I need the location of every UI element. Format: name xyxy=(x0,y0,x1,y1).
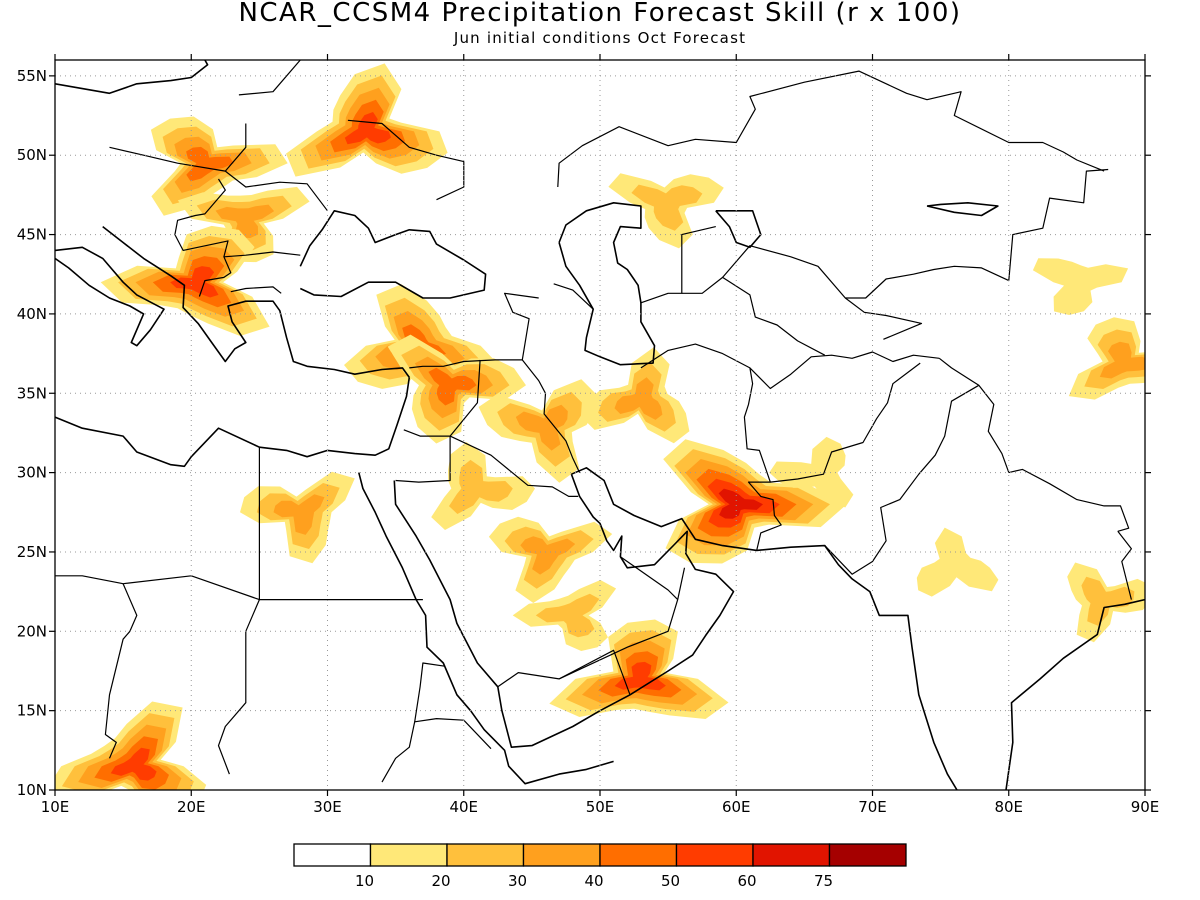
skill-region-chad xyxy=(55,701,207,790)
skill-shading xyxy=(55,63,1145,790)
x-tick-label: 60E xyxy=(722,798,751,816)
legend-color-box xyxy=(599,843,678,867)
skill-region-egypt xyxy=(240,471,355,564)
y-tick-label: 10N xyxy=(17,781,47,799)
map-subtitle: Jun initial conditions Oct Forecast xyxy=(453,29,747,47)
y-tick-label: 50N xyxy=(17,146,47,164)
x-tick-label: 40E xyxy=(449,798,478,816)
skill-region-southeast-iran xyxy=(663,439,847,564)
x-tick-label: 50E xyxy=(586,798,615,816)
skill-region-kazakhstan xyxy=(608,173,724,249)
legend-color-box xyxy=(828,843,907,867)
y-tick-label: 40N xyxy=(17,305,47,323)
skill-region-poland xyxy=(150,116,288,216)
legend-labels: 10 20 30 40 50 60 75 xyxy=(355,872,833,890)
skill-region-balkans xyxy=(100,225,270,336)
skill-region-western-iran xyxy=(581,347,690,444)
legend-label: 60 xyxy=(737,872,756,890)
x-tick-label: 90E xyxy=(1131,798,1160,816)
y-tick-label: 30N xyxy=(17,464,47,482)
legend-label: 75 xyxy=(814,872,833,890)
y-tick-label: 45N xyxy=(17,226,47,244)
x-tick-label: 80E xyxy=(994,798,1023,816)
legend-label: 50 xyxy=(661,872,680,890)
legend-color-box xyxy=(522,843,601,867)
x-tick-label: 20E xyxy=(177,798,206,816)
y-tick-label: 25N xyxy=(17,543,47,561)
grid-lines xyxy=(55,60,1145,790)
y-tick-label: 35N xyxy=(17,384,47,402)
skill-region-pakistan xyxy=(769,436,854,508)
y-tick-label: 55N xyxy=(17,67,47,85)
legend-color-box xyxy=(446,843,525,867)
legend-color-box xyxy=(752,843,831,867)
skill-region-xinjiang xyxy=(1032,258,1129,315)
skill-region-india-central xyxy=(916,527,999,597)
x-tick-label: 70E xyxy=(858,798,887,816)
legend-color-box xyxy=(675,843,754,867)
skill-region-bangladesh xyxy=(1067,562,1145,643)
skill-region-hungary-romania xyxy=(177,186,310,263)
legend-color-box xyxy=(369,843,448,867)
legend-label: 20 xyxy=(431,872,450,890)
x-tick-label: 10E xyxy=(41,798,70,816)
legend-label: 40 xyxy=(584,872,603,890)
skill-region-tibet xyxy=(1068,317,1145,400)
legend-color-box xyxy=(293,843,372,867)
skill-region-saudi-arabia-north xyxy=(431,442,535,530)
y-tick-label: 15N xyxy=(17,702,47,720)
skill-region-iraq xyxy=(478,379,596,483)
skill-region-dhofar xyxy=(549,619,729,719)
legend-label: 10 xyxy=(355,872,374,890)
legend-label: 30 xyxy=(508,872,527,890)
skill-region-saudi-arabia-central xyxy=(488,516,613,603)
x-tick-label: 30E xyxy=(313,798,342,816)
axis-ticks: 10E 20E 30E 40E 50E 60E 70E 80E 90E 10N 15N 20N 25N 3… xyxy=(17,54,1160,816)
y-tick-label: 20N xyxy=(17,622,47,640)
legend-color-bar xyxy=(293,843,907,867)
map-title: NCAR_CCSM4 Precipitation Forecast Skill … xyxy=(238,0,962,28)
coastlines-and-borders xyxy=(55,60,1145,790)
skill-region-southern-arabia xyxy=(512,580,617,651)
